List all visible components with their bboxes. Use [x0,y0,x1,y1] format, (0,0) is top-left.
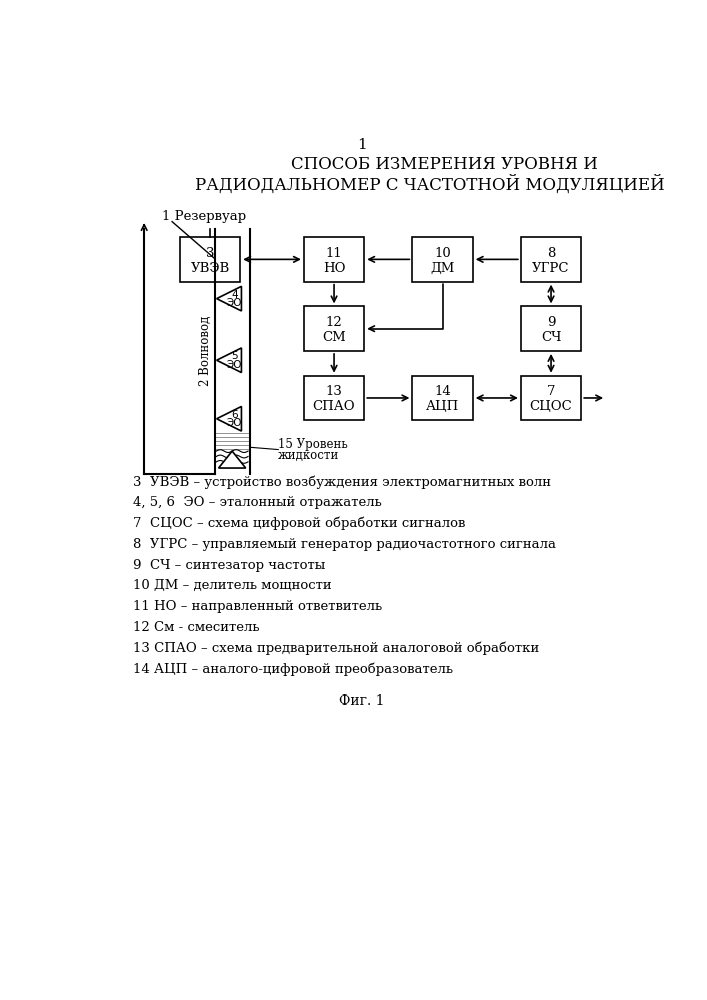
Bar [304,376,364,420]
Text: 9  СЧ – синтезатор частоты: 9 СЧ – синтезатор частоты [134,559,326,572]
Text: 9: 9 [547,316,555,329]
Text: ЭО: ЭО [227,298,243,308]
Text: СМ: СМ [322,331,346,344]
Text: ДМ: ДМ [431,262,455,275]
Polygon shape [216,286,241,311]
Text: 11: 11 [326,247,342,260]
Text: СЦОС: СЦОС [530,400,573,413]
Text: 14: 14 [434,385,451,398]
Text: 4, 5, 6  ЭО – эталонный отражатель: 4, 5, 6 ЭО – эталонный отражатель [134,496,382,509]
Text: СПАО: СПАО [312,400,356,413]
Text: РАДИОДАЛЬНОМЕР С ЧАСТОТНОЙ МОДУЛЯЦИЕЙ: РАДИОДАЛЬНОМЕР С ЧАСТОТНОЙ МОДУЛЯЦИЕЙ [194,175,665,194]
Text: 10: 10 [434,247,451,260]
Bar [521,306,581,351]
Text: 5: 5 [231,351,238,361]
Text: 3: 3 [206,247,214,260]
Text: 7: 7 [547,385,555,398]
Polygon shape [216,406,241,431]
Text: 15 Уровень: 15 Уровень [279,438,348,451]
Text: 14 АЦП – аналого-цифровой преобразователь: 14 АЦП – аналого-цифровой преобразовател… [134,662,453,676]
Text: 2 Волновод: 2 Волновод [199,316,212,386]
Text: 1: 1 [357,138,367,152]
Text: 12: 12 [326,316,342,329]
Text: 10 ДМ – делитель мощности: 10 ДМ – делитель мощности [134,579,332,592]
Text: АЦП: АЦП [426,400,459,413]
Text: 8  УГРС – управляемый генератор радиочастотного сигнала: 8 УГРС – управляемый генератор радиочаст… [134,538,556,551]
Bar [304,237,364,282]
Text: 13: 13 [326,385,342,398]
Text: ЭО: ЭО [227,418,243,428]
Text: 12 См - смеситель: 12 См - смеситель [134,621,260,634]
Text: жидкости: жидкости [279,448,339,461]
Bar [412,376,473,420]
Text: 3  УВЭВ – устройство возбуждения электромагнитных волн: 3 УВЭВ – устройство возбуждения электром… [134,475,551,489]
Text: НО: НО [323,262,345,275]
Text: 7  СЦОС – схема цифровой обработки сигналов: 7 СЦОС – схема цифровой обработки сигнал… [134,517,466,530]
Text: СПОСОБ ИЗМЕРЕНИЯ УРОВНЯ И: СПОСОБ ИЗМЕРЕНИЯ УРОВНЯ И [291,156,598,173]
Text: 13 СПАО – схема предварительной аналоговой обработки: 13 СПАО – схема предварительной аналогов… [134,641,539,655]
Text: 1 Резервуар: 1 Резервуар [162,210,246,223]
Text: 11 НО – направленный ответвитель: 11 НО – направленный ответвитель [134,600,382,613]
Bar [521,376,581,420]
Text: УГРС: УГРС [532,262,570,275]
Text: УВЭВ: УВЭВ [190,262,230,275]
Polygon shape [216,348,241,373]
Bar [304,306,364,351]
Polygon shape [218,451,246,468]
Text: СЧ: СЧ [541,331,561,344]
Text: ЭО: ЭО [227,360,243,370]
Text: Фиг. 1: Фиг. 1 [339,694,385,708]
Bar [180,237,240,282]
Text: 8: 8 [547,247,555,260]
Bar [412,237,473,282]
Bar [521,237,581,282]
Text: 4: 4 [231,290,238,300]
Text: 6: 6 [231,410,238,420]
